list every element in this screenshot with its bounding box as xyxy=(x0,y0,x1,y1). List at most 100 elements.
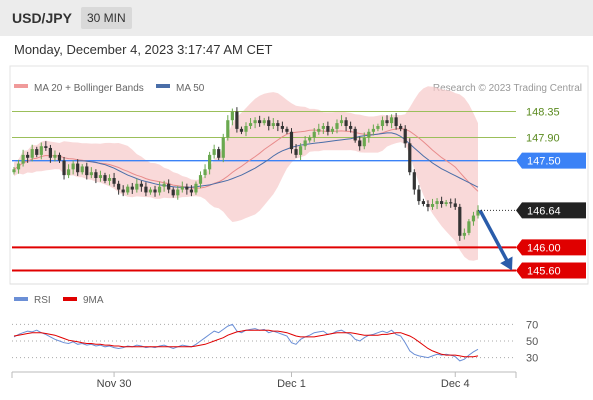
candle-body xyxy=(121,189,125,193)
candle xyxy=(394,112,398,130)
research-credit: Research © 2023 Trading Central xyxy=(433,83,582,94)
candle xyxy=(107,174,112,186)
current-price-tag xyxy=(516,202,586,219)
candle-body xyxy=(171,189,175,196)
rsi-tick-30: 30 xyxy=(526,353,538,365)
ma50-legend-label: MA 50 xyxy=(176,83,205,94)
candle xyxy=(399,123,403,132)
candle-body xyxy=(162,183,166,187)
candle xyxy=(53,150,57,162)
candle xyxy=(194,181,198,195)
candle xyxy=(276,120,280,132)
candle xyxy=(167,179,171,194)
candle xyxy=(112,172,116,187)
candle xyxy=(389,114,394,129)
candle xyxy=(217,146,221,161)
candle-body xyxy=(376,126,380,129)
candle-body xyxy=(408,143,412,173)
candle xyxy=(153,185,157,197)
candle xyxy=(453,198,457,210)
candle xyxy=(385,115,389,127)
candle-body xyxy=(476,210,480,216)
candle xyxy=(144,182,148,197)
candle-body xyxy=(148,189,153,193)
candle xyxy=(303,136,307,150)
candle xyxy=(339,115,344,127)
candle-body xyxy=(53,154,57,158)
rsi-legend-swatch xyxy=(14,297,28,301)
candle xyxy=(198,171,203,189)
rsi-tick-50: 50 xyxy=(526,336,538,348)
candle xyxy=(12,167,16,175)
candle xyxy=(440,196,444,208)
candle-body xyxy=(212,149,216,155)
candle xyxy=(103,172,107,184)
candle xyxy=(262,117,266,126)
candle-body xyxy=(80,166,84,173)
candle-body xyxy=(244,126,248,132)
candle xyxy=(76,159,80,176)
candle-body xyxy=(330,128,335,132)
candle xyxy=(326,121,330,136)
candle xyxy=(267,116,271,131)
candle xyxy=(189,185,194,197)
candle-body xyxy=(21,154,25,164)
ma20-legend-label: MA 20 + Bollinger Bands xyxy=(34,83,144,94)
candle-body xyxy=(57,154,62,161)
current-price-label: 146.64 xyxy=(527,205,561,217)
projection xyxy=(478,209,513,271)
projection-arrow-shaft xyxy=(478,209,510,264)
candle-body xyxy=(321,126,325,129)
time-tick-label-1: Dec 1 xyxy=(277,378,306,390)
candle-body xyxy=(362,137,366,147)
candle xyxy=(48,144,52,163)
level-label-147.90: 147.90 xyxy=(526,133,560,145)
candle xyxy=(253,117,257,129)
candle xyxy=(376,123,380,132)
ma20-legend-swatch xyxy=(14,84,28,88)
chart-header: USD/JPY 30 MIN xyxy=(0,0,593,36)
candle xyxy=(412,169,416,195)
candle-body xyxy=(48,147,52,158)
candle xyxy=(289,128,294,154)
candle-body xyxy=(440,201,444,204)
bollinger-bands xyxy=(14,86,478,261)
candle xyxy=(148,187,153,195)
candle xyxy=(221,133,225,163)
candle xyxy=(271,118,275,130)
candle xyxy=(408,138,412,176)
candle xyxy=(230,108,234,126)
candle xyxy=(449,198,453,208)
candle xyxy=(358,136,362,151)
candle-body xyxy=(262,120,266,124)
candle-body xyxy=(103,175,107,181)
candle-body xyxy=(289,131,294,150)
candle-body xyxy=(203,169,207,176)
key-levels xyxy=(12,111,516,272)
time-axis-ticks: Nov 30 Dec 1 Dec 4 xyxy=(97,372,470,390)
candle xyxy=(66,164,71,179)
candle xyxy=(135,178,139,193)
candle-body xyxy=(294,149,298,155)
candle-body xyxy=(194,183,198,193)
candle xyxy=(430,198,435,210)
candle xyxy=(226,115,230,141)
candle-body xyxy=(326,126,330,132)
candle xyxy=(62,156,66,180)
candle-body xyxy=(153,189,157,193)
candle-body xyxy=(76,163,80,173)
candle xyxy=(312,128,316,142)
candle-body xyxy=(303,140,307,147)
candle-body xyxy=(85,166,89,176)
candle xyxy=(44,141,48,151)
bollinger-band-area xyxy=(14,86,478,261)
candle xyxy=(30,144,34,162)
candle xyxy=(26,151,30,163)
candle-body xyxy=(26,154,30,158)
candle xyxy=(417,185,421,205)
timeframe-button[interactable]: 30 MIN xyxy=(81,7,132,29)
candle-body xyxy=(435,201,439,204)
rsi-panel: 70 50 30 xyxy=(12,319,538,365)
candle xyxy=(444,199,448,207)
level-label-147.50: 147.50 xyxy=(527,156,561,168)
